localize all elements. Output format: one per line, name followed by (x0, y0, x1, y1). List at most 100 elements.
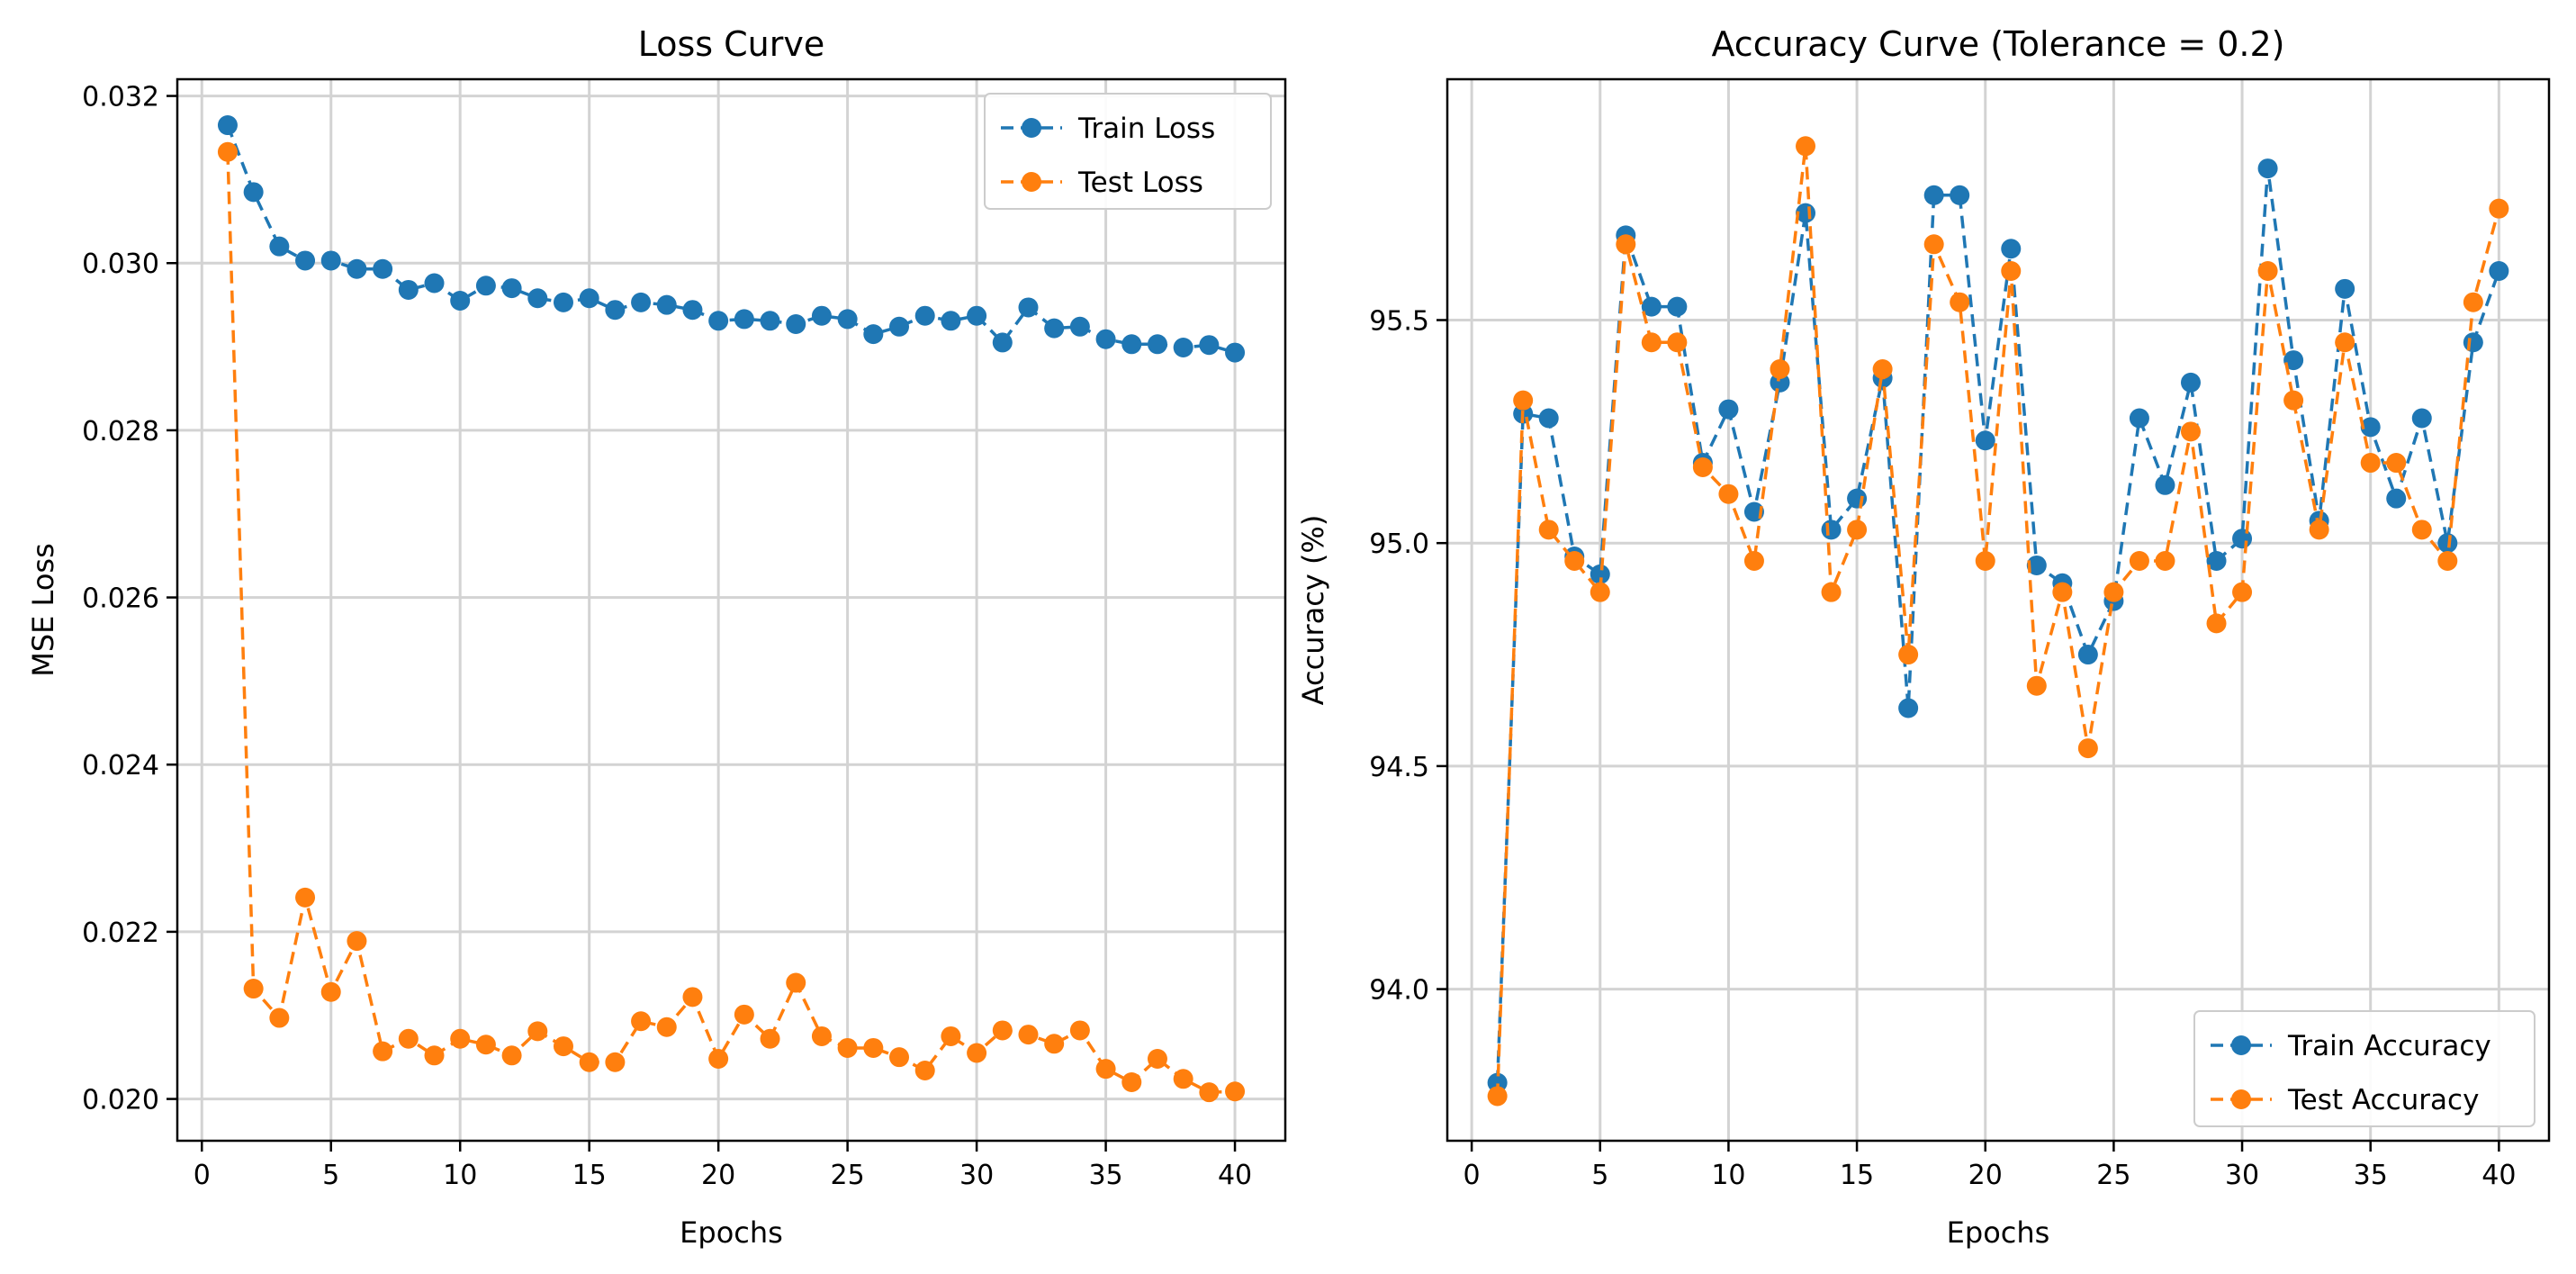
loss-train-point (398, 279, 419, 300)
loss-test-point (967, 1043, 987, 1063)
loss-series-test (217, 141, 1246, 1103)
loss-train-point (1044, 318, 1065, 339)
acc-plot-frame (1446, 77, 2551, 1143)
loss-train-point (269, 236, 290, 257)
loss-test-point (527, 1021, 548, 1042)
loss-test-point (217, 141, 238, 162)
loss-test-point (631, 1011, 652, 1032)
loss-test-point (450, 1028, 471, 1049)
loss-plot-frame (176, 77, 1287, 1143)
acc-chart-title: Accuracy Curve (Tolerance = 0.2) (1711, 24, 2284, 64)
acc-xtick-label: 35 (2354, 1160, 2388, 1191)
acc-train-point (1667, 296, 1688, 317)
acc-legend-test-label: Test Accuracy (2287, 1084, 2479, 1116)
acc-train-point (2155, 474, 2175, 495)
acc-test-point (1821, 582, 1842, 602)
loss-train-point (424, 273, 445, 294)
acc-legend-box (2193, 1010, 2535, 1127)
loss-ytick-label: 0.028 (82, 416, 159, 447)
acc-xtick-label: 0 (1464, 1160, 1481, 1191)
loss-test-point (347, 931, 367, 952)
loss-train-point (889, 316, 910, 337)
loss-test-point (863, 1037, 884, 1058)
acc-x-axis-label: Epochs (1947, 1215, 2050, 1250)
loss-train-point (863, 324, 884, 345)
acc-train-point (2463, 332, 2483, 353)
acc-xtick-label: 10 (1711, 1160, 1745, 1191)
loss-test-point (553, 1036, 573, 1057)
acc-ytick-label: 94.0 (1369, 975, 1429, 1007)
acc-train-line (1495, 167, 2501, 1083)
acc-test-point (2360, 453, 2381, 474)
acc-test-point (1975, 551, 1995, 572)
loss-train-point (786, 314, 806, 335)
loss-train-point (941, 311, 961, 331)
acc-train-point (2180, 372, 2201, 393)
loss-train-point (527, 288, 548, 309)
loss-train-line (226, 124, 1236, 355)
loss-y-axis-label: MSE Loss (26, 543, 60, 677)
acc-train-point (2283, 350, 2304, 371)
acc-test-point (2180, 421, 2201, 442)
acc-test-point (2155, 551, 2175, 572)
loss-chart-title: Loss Curve (638, 24, 825, 64)
acc-test-point (2206, 613, 2227, 634)
loss-train-point (1147, 334, 1167, 355)
loss-test-point (475, 1035, 496, 1055)
acc-train-point (2360, 417, 2381, 438)
loss-train-point (320, 250, 341, 271)
loss-train-point (605, 300, 626, 321)
loss-ytick-label: 0.020 (82, 1085, 159, 1116)
acc-test-point (1590, 582, 1610, 602)
acc-test-point (2283, 390, 2304, 411)
loss-test-point (734, 1004, 754, 1025)
loss-test-point (786, 972, 806, 993)
acc-test-point (2489, 198, 2509, 219)
acc-test-line (1495, 146, 2501, 1097)
loss-train-point (1018, 297, 1039, 318)
acc-test-point (1564, 551, 1585, 572)
loss-test-point (398, 1028, 419, 1049)
acc-train-point (2257, 158, 2278, 179)
loss-test-point (1199, 1082, 1220, 1103)
acc-test-point (1923, 234, 1944, 255)
loss-test-line (226, 151, 1236, 1094)
loss-train-point (1121, 334, 1142, 355)
acc-train-point (2411, 408, 2432, 429)
acc-test-point (2232, 582, 2253, 602)
acc-test-point (1770, 358, 1790, 379)
loss-xtick-label: 15 (572, 1160, 607, 1191)
acc-test-point (1667, 332, 1688, 353)
loss-test-point (811, 1026, 832, 1046)
acc-test-point (1898, 645, 1919, 665)
acc-train-point (2386, 488, 2407, 509)
acc-train-point (2335, 278, 2355, 299)
acc-legend-train-marker (2231, 1035, 2251, 1055)
acc-test-point (1487, 1086, 1508, 1107)
acc-legend-test-marker (2231, 1089, 2251, 1109)
acc-test-point (1641, 332, 1662, 353)
acc-train-point (2489, 261, 2509, 282)
loss-ytick-label: 0.022 (82, 917, 159, 949)
loss-train-point (1225, 342, 1246, 363)
acc-train-point (1847, 488, 1868, 509)
loss-test-point (889, 1047, 910, 1068)
acc-test-point (2309, 520, 2329, 540)
acc-legend-train-label: Train Accuracy (2287, 1030, 2491, 1062)
loss-chart: 0 5 10 15 20 25 30 35 40 0.020 0.022 0.024 0.026 0.02… (26, 24, 1287, 1250)
loss-test-point (1095, 1059, 1116, 1080)
loss-legend-box (984, 93, 1272, 210)
acc-train-point (2206, 551, 2227, 572)
loss-xtick-label: 25 (831, 1160, 865, 1191)
acc-xtick-label: 25 (2096, 1160, 2130, 1191)
loss-xtick-label: 10 (443, 1160, 477, 1191)
loss-test-point (295, 887, 316, 908)
acc-xtick-label: 5 (1591, 1160, 1608, 1191)
acc-test-point (2257, 261, 2278, 282)
loss-train-point (501, 278, 522, 299)
acc-train-point (1950, 185, 1970, 205)
acc-ytick-label: 94.5 (1369, 752, 1429, 783)
acc-test-point (1513, 390, 1534, 411)
acc-ytick-label: 95.0 (1369, 529, 1429, 560)
loss-train-point (682, 300, 703, 321)
